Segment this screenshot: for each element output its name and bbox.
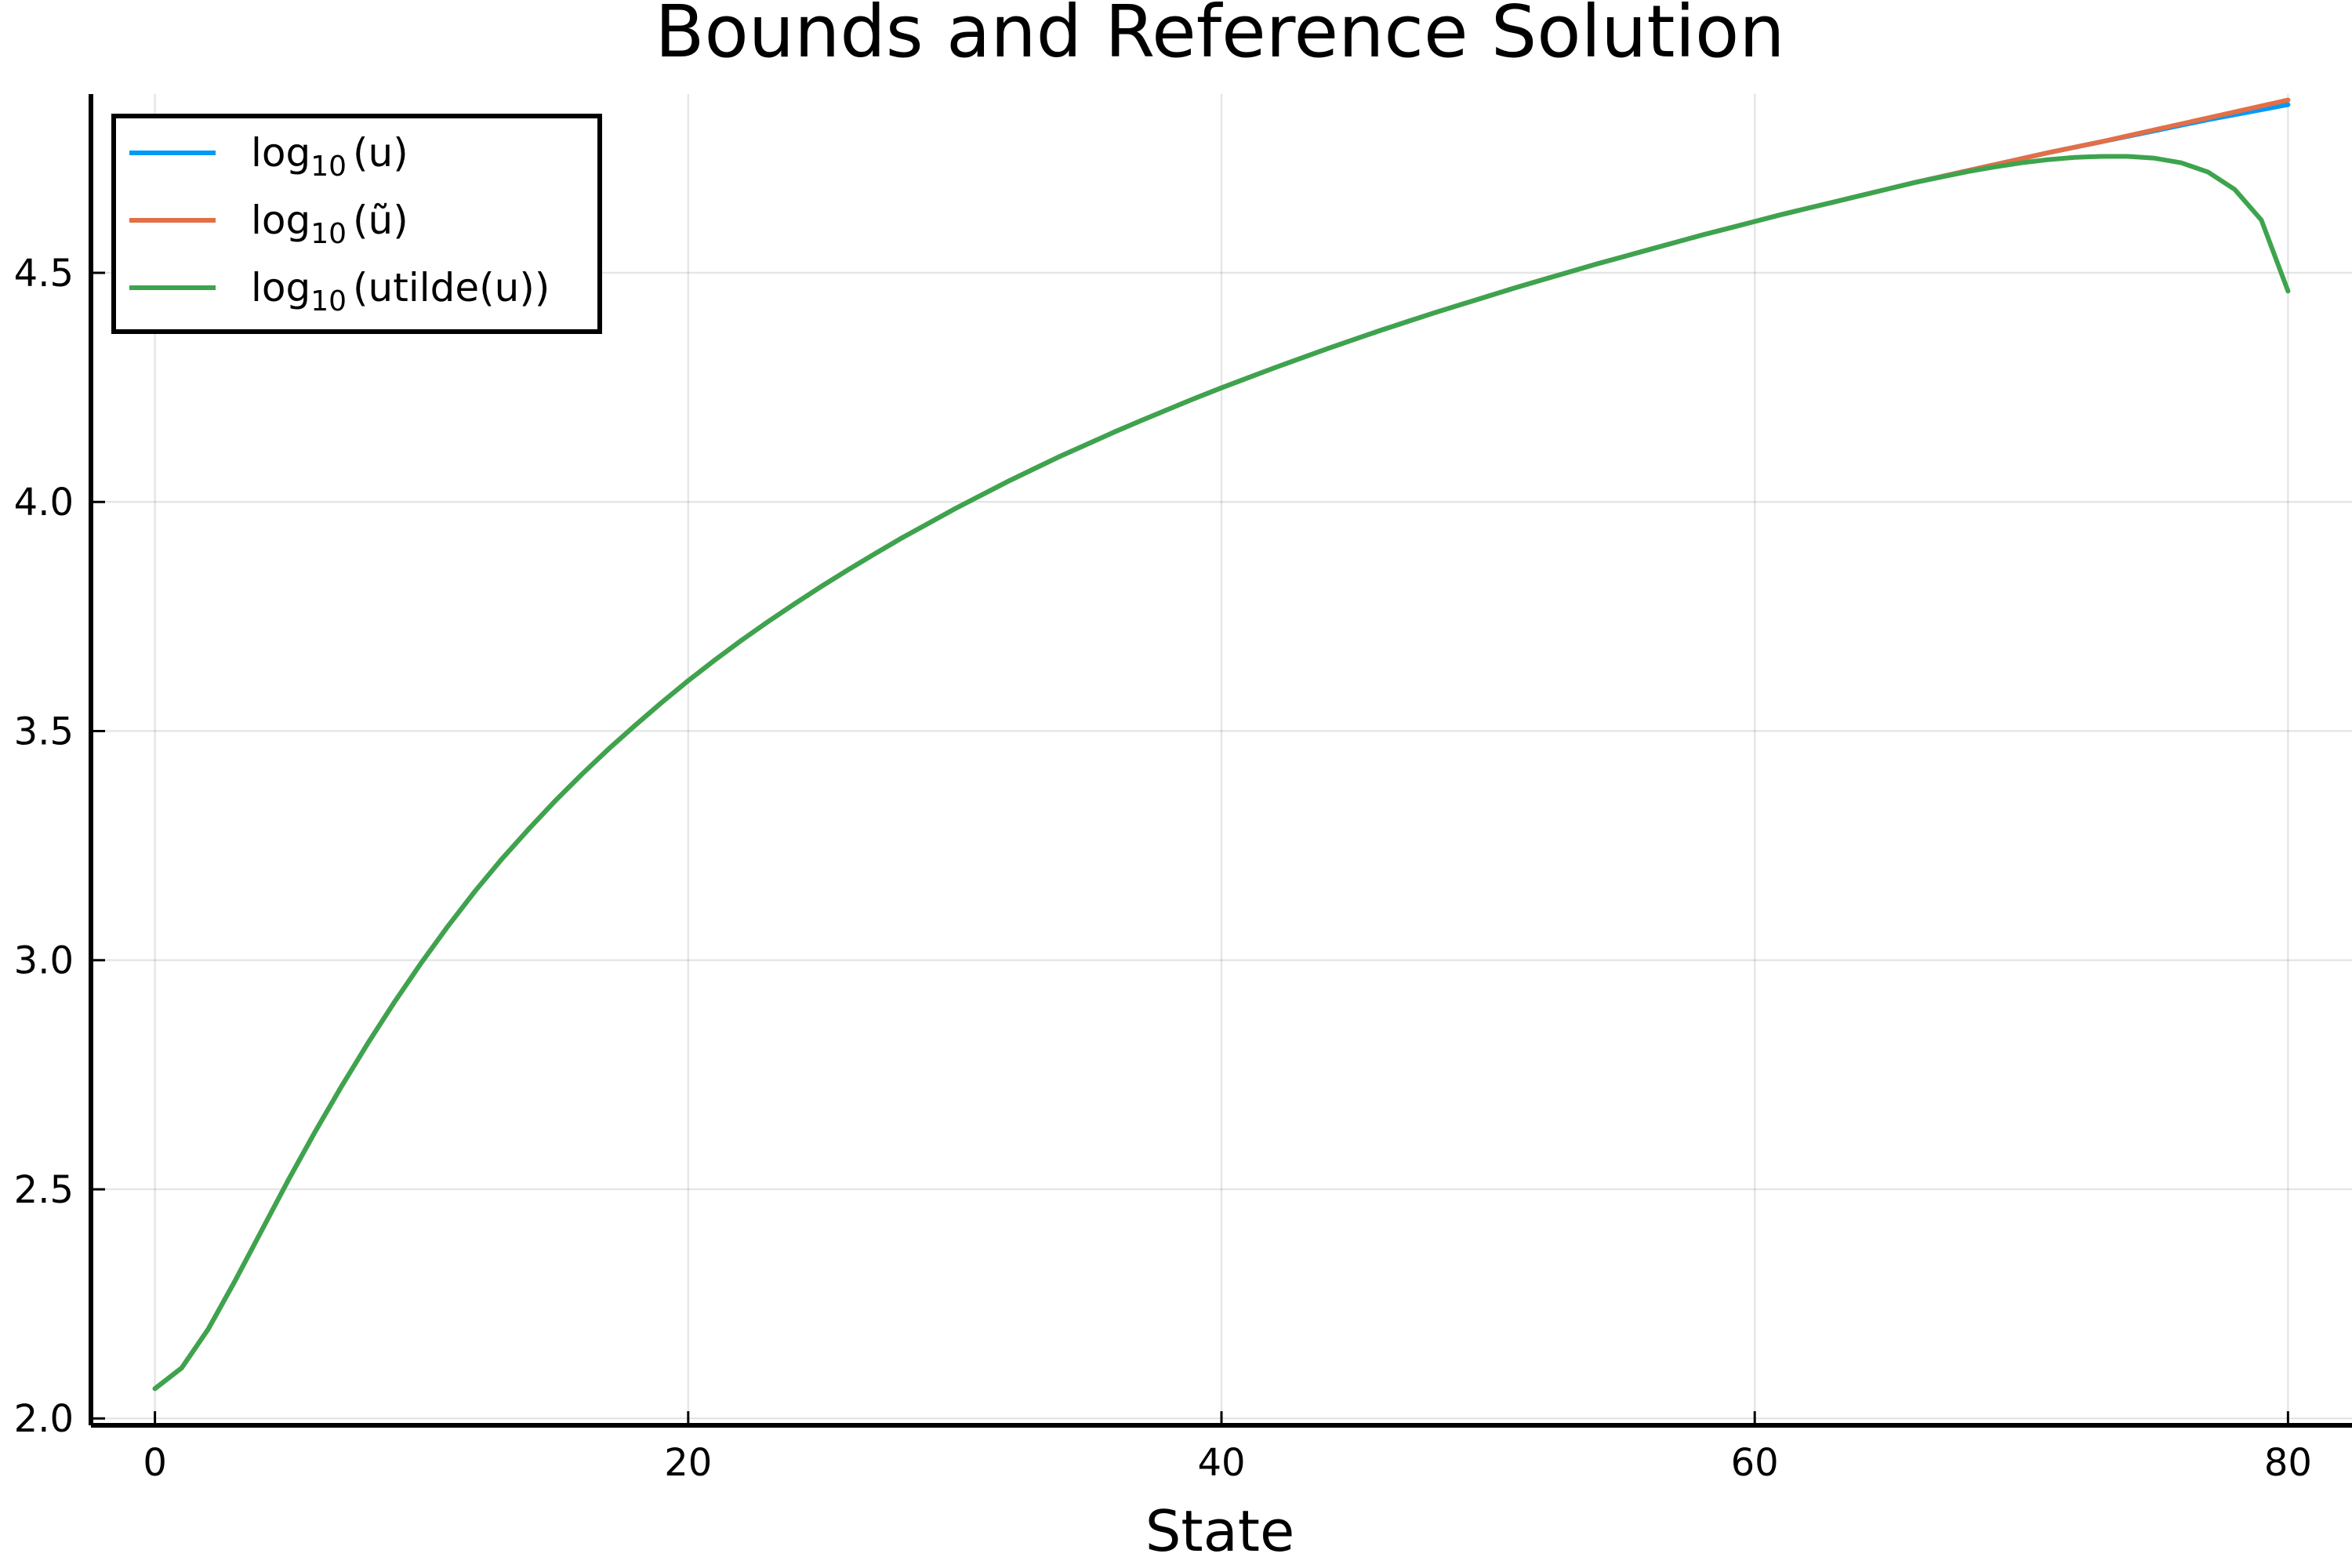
- x-tick-label: 20: [664, 1441, 712, 1485]
- legend-label-1: log10 (u): [251, 130, 408, 183]
- x-tick-label: 80: [2264, 1441, 2312, 1485]
- y-tick-label: 3.5: [14, 710, 74, 753]
- series-line-3: [152, 154, 2291, 1392]
- x-axis-label: State: [1145, 1498, 1295, 1564]
- x-tick-label: 40: [1197, 1441, 1245, 1485]
- y-tick-label: 2.0: [14, 1397, 74, 1441]
- chart-title: Bounds and Reference Solution: [655, 0, 1784, 74]
- grid: [91, 94, 2352, 1425]
- legend-label-2: log10 (ũ): [251, 198, 408, 250]
- x-tick-label: 0: [143, 1441, 167, 1485]
- x-tick-label: 60: [1731, 1441, 1779, 1485]
- legend-log-text: log: [251, 198, 310, 243]
- legend-subscript: 10: [310, 151, 347, 183]
- legend-subscript: 10: [310, 218, 347, 250]
- y-tick-label: 3.0: [14, 939, 74, 983]
- legend-log-text: log: [251, 265, 310, 310]
- legend-argument: (ũ): [353, 198, 408, 243]
- legend: log10 (u)log10 (ũ)log10 (utilde(u)): [111, 114, 602, 334]
- legend-subscript: 10: [310, 285, 347, 318]
- legend-argument: (u): [353, 130, 408, 176]
- legend-label-3: log10 (utilde(u)): [251, 265, 550, 318]
- y-tick-label: 2.5: [14, 1168, 74, 1212]
- legend-log-text: log: [251, 130, 310, 176]
- axis-ticks: 0 20 40 60 80 2.0 2.5 3.0 3.5 4.0 4.5: [14, 252, 2312, 1485]
- y-tick-label: 4.0: [14, 481, 74, 524]
- plot-series: [152, 97, 2291, 1392]
- y-tick-label: 4.5: [14, 252, 74, 296]
- legend-argument: (utilde(u)): [353, 265, 550, 310]
